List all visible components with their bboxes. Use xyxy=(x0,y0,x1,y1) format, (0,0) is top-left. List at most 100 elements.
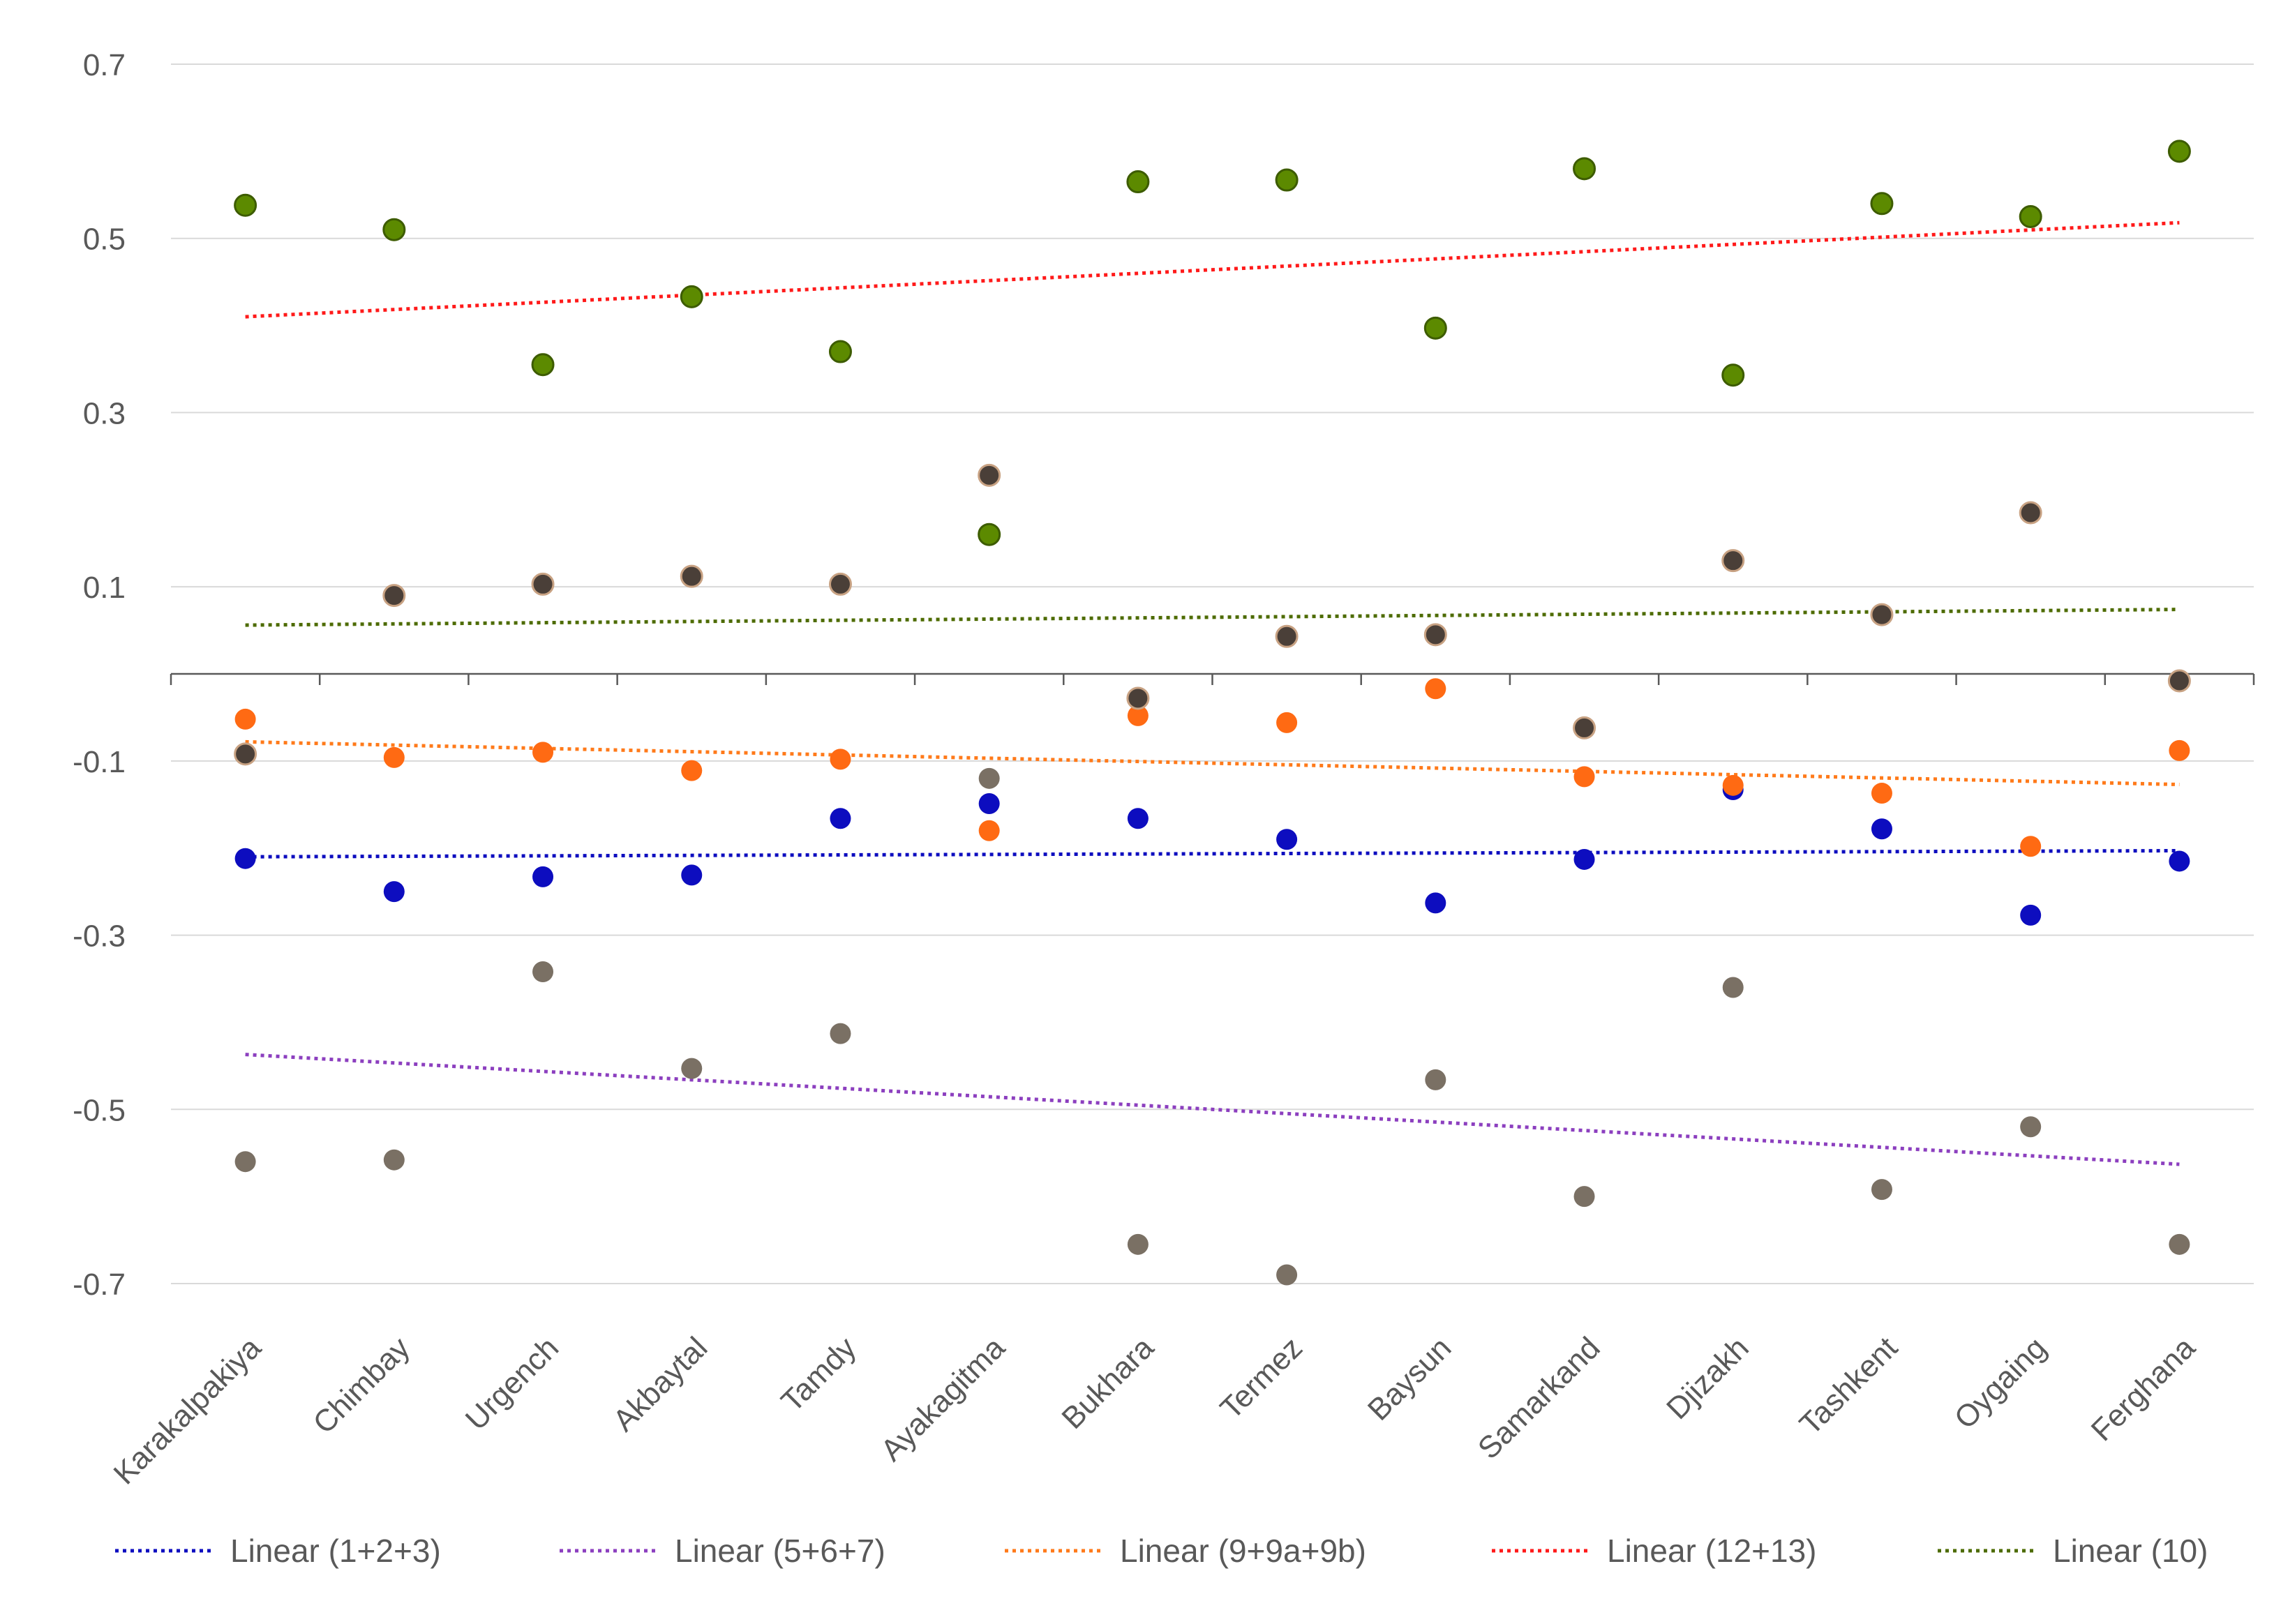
data-point-series-1 xyxy=(1425,892,1446,914)
data-point-series-1 xyxy=(532,866,554,887)
y-tick-label: 0.5 xyxy=(83,223,126,257)
data-point-series-1 xyxy=(978,793,1000,815)
y-tick-label: -0.3 xyxy=(73,919,126,954)
data-point-series-4 xyxy=(680,285,703,308)
trendline-1 xyxy=(245,848,2180,859)
trendline-3 xyxy=(245,739,2180,787)
data-point-series-3 xyxy=(234,708,256,730)
x-category-label: Ayakagitma xyxy=(874,1330,1012,1468)
data-point-series-4 xyxy=(531,353,555,377)
y-tick-label: 0.3 xyxy=(83,396,126,430)
data-point-series-2 xyxy=(1573,1186,1595,1208)
data-point-series-4 xyxy=(1721,363,1745,387)
x-category-label: Ferghana xyxy=(2085,1330,2202,1448)
x-category-label: Samarkand xyxy=(1472,1330,1607,1466)
data-point-series-5 xyxy=(531,572,555,596)
legend-label: Linear (5+6+7) xyxy=(675,1533,885,1569)
data-point-series-3 xyxy=(532,742,554,763)
data-point-series-1 xyxy=(2020,904,2042,926)
data-point-series-3 xyxy=(830,749,851,770)
x-axis xyxy=(170,672,2255,685)
x-category-label: Baysun xyxy=(1361,1330,1458,1427)
x-category-label: Karakalpakiya xyxy=(107,1330,268,1491)
data-point-series-4 xyxy=(1573,157,1596,181)
x-category-label: Djizakh xyxy=(1660,1330,1756,1426)
data-point-series-4 xyxy=(1870,192,1894,216)
x-category-label: Oygaing xyxy=(1948,1330,2054,1436)
data-point-series-5 xyxy=(382,584,406,608)
data-point-series-2 xyxy=(978,767,1000,789)
data-point-series-3 xyxy=(978,820,1000,841)
data-point-series-4 xyxy=(978,522,1001,546)
data-point-series-4 xyxy=(234,193,257,217)
y-tick-label: -0.7 xyxy=(73,1268,126,1302)
data-point-series-1 xyxy=(1276,829,1298,850)
data-point-series-5 xyxy=(680,564,703,588)
data-point-series-2 xyxy=(1425,1069,1446,1090)
gridlines xyxy=(171,63,2254,1284)
data-point-series-2 xyxy=(1722,977,1744,998)
trendlines xyxy=(245,220,2180,1166)
data-point-series-1 xyxy=(830,808,851,829)
x-category-label: Chimbay xyxy=(306,1330,416,1440)
data-point-series-3 xyxy=(383,746,405,768)
x-category-label: Bukhara xyxy=(1055,1330,1160,1436)
data-point-series-2 xyxy=(1276,1264,1298,1286)
legend-label: Linear (1+2+3) xyxy=(230,1533,441,1569)
legend: Linear (1+2+3) Linear (5+6+7) Linear (9+9a… xyxy=(115,1533,2208,1569)
data-point-series-5 xyxy=(2167,669,2191,693)
data-point-series-5 xyxy=(1870,603,1894,626)
data-point-series-3 xyxy=(1127,705,1149,726)
data-points xyxy=(234,140,2191,1286)
data-point-series-3 xyxy=(1425,678,1446,700)
data-point-series-3 xyxy=(2020,836,2042,857)
data-point-series-2 xyxy=(1127,1233,1149,1255)
legend-label: Linear (10) xyxy=(2053,1533,2208,1569)
x-category-label: Termez xyxy=(1214,1330,1310,1426)
data-point-series-1 xyxy=(234,848,256,869)
data-point-series-5 xyxy=(1573,716,1596,739)
data-point-series-2 xyxy=(2020,1116,2042,1138)
trendline-2 xyxy=(245,1053,2180,1166)
data-point-series-5 xyxy=(1275,624,1299,648)
x-category-label: Tashkent xyxy=(1793,1330,1904,1441)
x-axis-category-labels: Karakalpakiya Chimbay Urgench Akbaytal Tamdy… xyxy=(107,1330,2202,1491)
data-point-series-2 xyxy=(383,1149,405,1171)
data-point-series-3 xyxy=(681,760,703,781)
data-point-series-5 xyxy=(828,572,852,596)
data-point-series-2 xyxy=(532,961,554,983)
data-point-series-5 xyxy=(1126,686,1150,710)
data-point-series-1 xyxy=(1127,808,1149,829)
data-point-series-4 xyxy=(2019,205,2042,228)
data-point-series-4 xyxy=(828,340,852,363)
data-point-series-4 xyxy=(1275,168,1299,192)
data-point-series-1 xyxy=(1871,818,1892,840)
x-category-label: Akbaytal xyxy=(606,1330,714,1438)
data-point-series-4 xyxy=(2167,140,2191,163)
y-tick-label: 0.1 xyxy=(83,571,126,605)
data-point-series-5 xyxy=(978,463,1001,487)
data-point-series-3 xyxy=(1276,712,1298,733)
data-point-series-2 xyxy=(2169,1233,2190,1255)
trendline-4 xyxy=(245,220,2180,319)
data-point-series-1 xyxy=(681,864,703,886)
data-point-series-1 xyxy=(2169,850,2190,872)
legend-label: Linear (12+13) xyxy=(1607,1533,1816,1569)
legend-label: Linear (9+9a+9b) xyxy=(1120,1533,1366,1569)
data-point-series-5 xyxy=(1721,549,1745,573)
data-point-series-3 xyxy=(1722,774,1744,796)
data-point-series-4 xyxy=(382,218,406,241)
data-point-series-2 xyxy=(830,1023,851,1044)
data-point-series-3 xyxy=(1871,783,1892,804)
data-point-series-5 xyxy=(2019,501,2042,525)
data-point-series-3 xyxy=(2169,739,2190,761)
y-axis-tick-labels: 0.7 0.5 0.3 0.1 -0.1 -0.3 -0.5 -0.7 xyxy=(73,48,126,1302)
data-point-series-4 xyxy=(1126,170,1150,194)
data-point-series-5 xyxy=(1423,623,1447,647)
x-category-label: Tamdy xyxy=(775,1330,862,1418)
data-point-series-4 xyxy=(1423,316,1447,340)
data-point-series-3 xyxy=(1573,766,1595,788)
data-point-series-2 xyxy=(681,1058,703,1079)
y-tick-label: -0.1 xyxy=(73,745,126,779)
